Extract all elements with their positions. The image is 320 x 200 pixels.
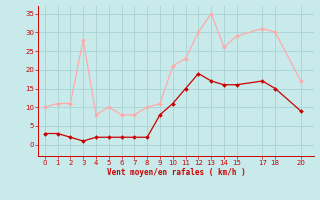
X-axis label: Vent moyen/en rafales ( km/h ): Vent moyen/en rafales ( km/h ) <box>107 168 245 177</box>
